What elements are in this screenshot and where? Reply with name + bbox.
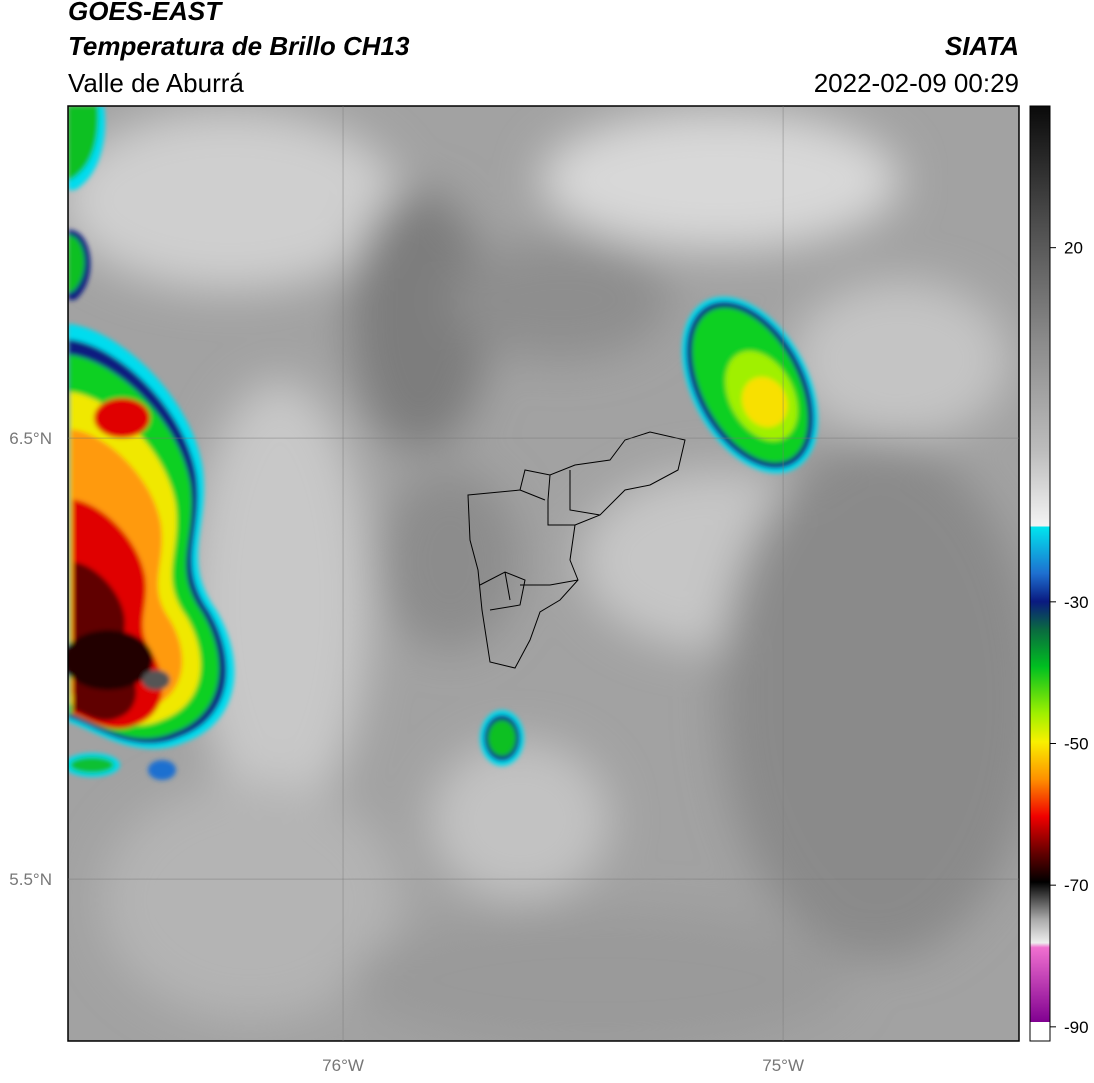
map-frame bbox=[67, 105, 1020, 1042]
colorbar-tick-label: 20 bbox=[1064, 239, 1083, 258]
lon-label: 75°W bbox=[762, 1056, 804, 1075]
source: SIATA bbox=[945, 31, 1019, 61]
region: Valle de Aburrá bbox=[68, 68, 244, 98]
lat-label: 5.5°N bbox=[9, 870, 52, 889]
title: GOES-EAST bbox=[68, 0, 223, 26]
colorbar-tick-label: -70 bbox=[1064, 876, 1089, 895]
datetime: 2022-02-09 00:29 bbox=[814, 68, 1019, 98]
subtitle: Temperatura de Brillo CH13 bbox=[68, 31, 410, 61]
colorbar-tick-label: -90 bbox=[1064, 1018, 1089, 1037]
colorbar-under bbox=[1030, 1022, 1050, 1041]
municipal-boundaries bbox=[467, 431, 686, 669]
colorbar bbox=[1030, 106, 1050, 1041]
colorbar-tick-label: -50 bbox=[1064, 735, 1089, 754]
colorbar-frame bbox=[1029, 105, 1051, 1042]
colorbar-tick-label: -30 bbox=[1064, 593, 1089, 612]
lon-label: 76°W bbox=[322, 1056, 364, 1075]
satellite-image bbox=[68, 106, 1019, 1041]
lat-label: 6.5°N bbox=[9, 429, 52, 448]
graticule bbox=[68, 106, 1019, 1041]
